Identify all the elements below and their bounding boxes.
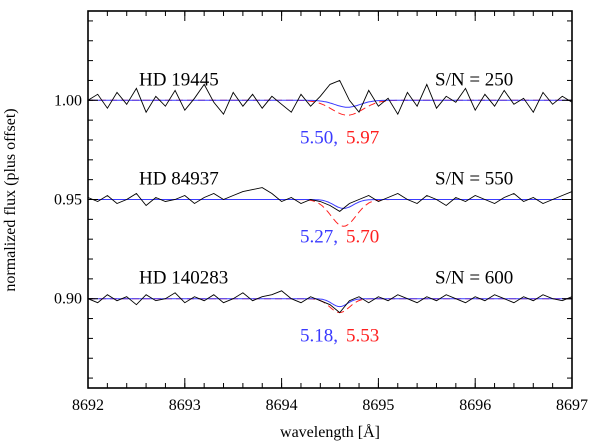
observed-spectrum-line <box>87 187 573 212</box>
star-name-label: HD 19445 <box>139 69 219 90</box>
observed-spectrum-line <box>87 290 573 314</box>
snr-label: S/N = 250 <box>435 69 513 90</box>
y-axis-label: normalized flux (plus offset) <box>2 108 19 291</box>
blue-model-line <box>88 298 572 308</box>
star-name-label: HD 84937 <box>139 169 219 190</box>
snr-label: S/N = 600 <box>435 268 513 289</box>
red-model-value-label: 5.53 <box>346 326 379 347</box>
x-tick-label: 8696 <box>459 397 491 414</box>
x-axis-label: wavelength [Å] <box>280 423 380 441</box>
blue-model-line <box>88 199 572 209</box>
snr-label: S/N = 550 <box>435 169 513 190</box>
observed-spectrum-line <box>87 79 573 116</box>
x-tick-label: 8693 <box>169 397 201 414</box>
y-tick-label: 0.90 <box>54 291 82 308</box>
x-tick-label: 8695 <box>362 397 394 414</box>
y-tick-label: 0.95 <box>54 192 82 209</box>
blue-model-value-label: 5.50, <box>300 127 338 148</box>
blue-model-value-label: 5.27, <box>300 227 338 248</box>
tick-layer: 8692 8693 8694 8695 8696 8697 0.90 0.95 1.00 <box>54 11 588 414</box>
label-layer: HD 19445 S/N = 250 5.50, 5.97 HD 84937 S/N = … <box>139 69 513 346</box>
x-tick-label: 8692 <box>72 397 104 414</box>
blue-model-value-label: 5.18, <box>300 326 338 347</box>
series-layer <box>87 79 573 314</box>
red-model-value-label: 5.97 <box>346 127 379 148</box>
red-model-line <box>88 199 572 227</box>
x-tick-label: 8697 <box>556 397 588 414</box>
red-model-line <box>88 298 572 314</box>
star-name-label: HD 140283 <box>139 268 228 289</box>
y-tick-label: 1.00 <box>54 92 82 109</box>
x-tick-label: 8694 <box>266 397 298 414</box>
red-model-value-label: 5.70 <box>346 227 379 248</box>
